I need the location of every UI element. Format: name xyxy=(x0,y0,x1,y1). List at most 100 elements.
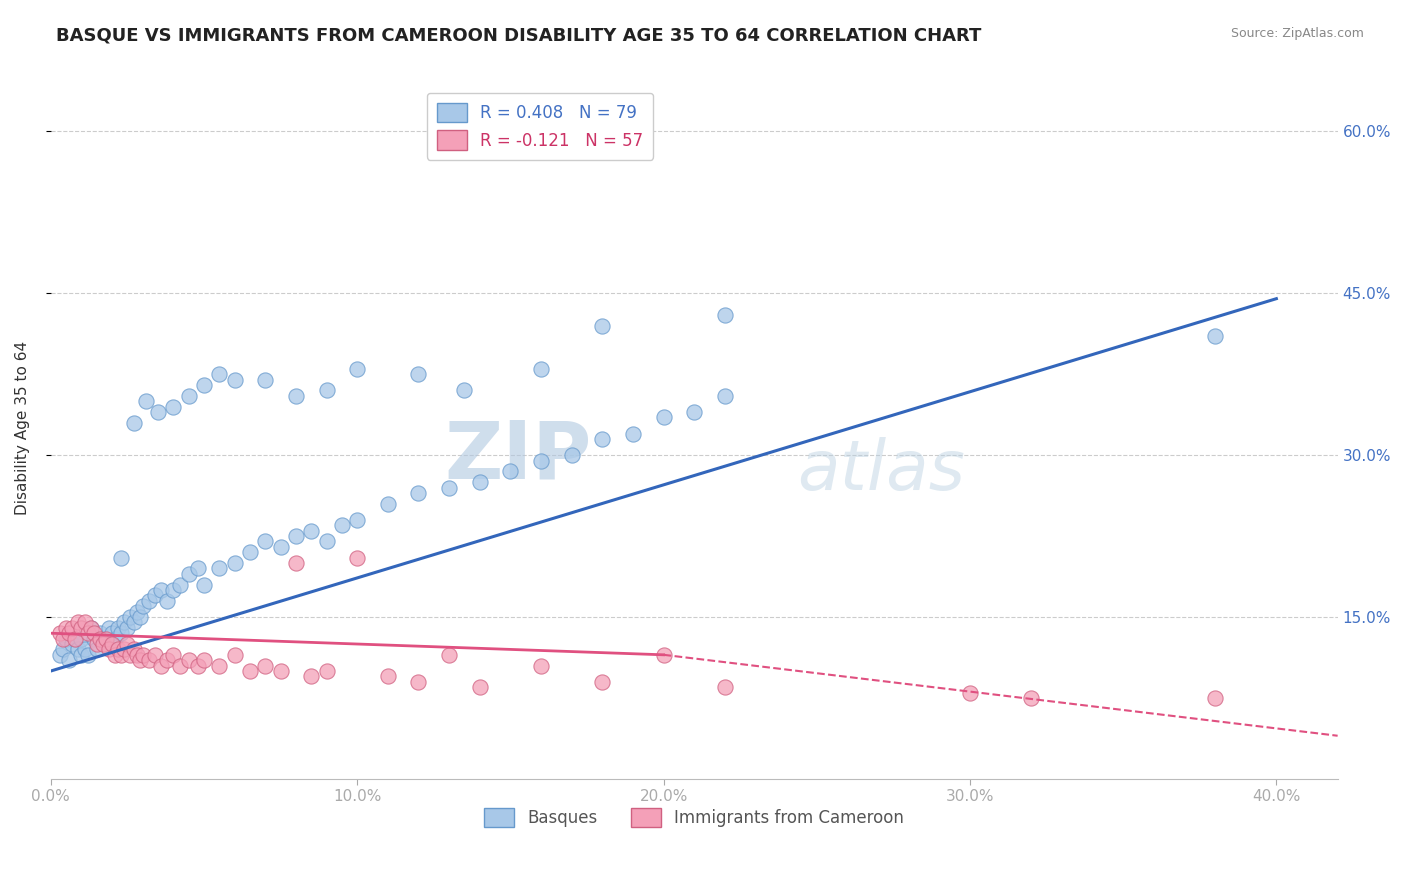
Point xyxy=(591,432,613,446)
Point xyxy=(187,561,209,575)
Point xyxy=(104,648,127,662)
Point xyxy=(55,632,77,646)
Point xyxy=(91,637,114,651)
Point xyxy=(499,464,522,478)
Point xyxy=(98,621,121,635)
Point xyxy=(224,648,246,662)
Point xyxy=(52,632,75,646)
Point xyxy=(330,518,353,533)
Point xyxy=(125,605,148,619)
Legend: Basques, Immigrants from Cameroon: Basques, Immigrants from Cameroon xyxy=(478,801,911,834)
Point xyxy=(408,368,430,382)
Point xyxy=(49,626,72,640)
Point xyxy=(239,664,262,678)
Point xyxy=(208,561,231,575)
Point xyxy=(169,658,191,673)
Point xyxy=(117,637,139,651)
Point xyxy=(143,589,166,603)
Point xyxy=(138,594,160,608)
Point xyxy=(156,653,179,667)
Point xyxy=(67,615,90,630)
Point xyxy=(193,577,215,591)
Point xyxy=(468,475,491,490)
Point xyxy=(453,384,475,398)
Point xyxy=(561,448,583,462)
Point xyxy=(346,513,368,527)
Point xyxy=(683,405,706,419)
Point xyxy=(125,648,148,662)
Point xyxy=(91,632,114,646)
Point xyxy=(58,653,80,667)
Point xyxy=(208,368,231,382)
Point xyxy=(104,632,127,646)
Point xyxy=(530,361,553,376)
Point xyxy=(714,308,737,322)
Point xyxy=(591,318,613,333)
Point xyxy=(135,394,157,409)
Point xyxy=(76,626,98,640)
Point xyxy=(377,669,399,683)
Point xyxy=(530,658,553,673)
Point xyxy=(315,534,337,549)
Point xyxy=(89,632,111,646)
Point xyxy=(162,400,184,414)
Point xyxy=(177,653,200,667)
Point xyxy=(408,486,430,500)
Point xyxy=(377,497,399,511)
Point xyxy=(224,373,246,387)
Point xyxy=(284,556,307,570)
Point xyxy=(177,389,200,403)
Point xyxy=(110,550,132,565)
Point xyxy=(110,648,132,662)
Point xyxy=(67,642,90,657)
Point xyxy=(437,648,460,662)
Point xyxy=(122,615,145,630)
Point xyxy=(1204,329,1226,343)
Point xyxy=(169,577,191,591)
Point xyxy=(270,664,292,678)
Point xyxy=(652,410,675,425)
Y-axis label: Disability Age 35 to 64: Disability Age 35 to 64 xyxy=(15,341,30,516)
Point xyxy=(52,642,75,657)
Point xyxy=(132,648,155,662)
Point xyxy=(65,632,87,646)
Point xyxy=(1204,690,1226,705)
Point xyxy=(408,674,430,689)
Point xyxy=(187,658,209,673)
Point xyxy=(83,626,105,640)
Point xyxy=(162,583,184,598)
Point xyxy=(89,626,111,640)
Point xyxy=(239,545,262,559)
Point xyxy=(76,648,98,662)
Point xyxy=(1019,690,1042,705)
Point xyxy=(60,637,83,651)
Point xyxy=(208,658,231,673)
Point xyxy=(437,481,460,495)
Point xyxy=(70,621,93,635)
Point xyxy=(55,621,77,635)
Point xyxy=(65,632,87,646)
Point xyxy=(177,566,200,581)
Point xyxy=(49,648,72,662)
Point xyxy=(254,534,277,549)
Point xyxy=(530,453,553,467)
Point xyxy=(346,550,368,565)
Point xyxy=(270,540,292,554)
Point xyxy=(224,556,246,570)
Point xyxy=(112,642,135,657)
Point xyxy=(132,599,155,614)
Point xyxy=(94,637,117,651)
Point xyxy=(284,389,307,403)
Point xyxy=(122,642,145,657)
Point xyxy=(959,685,981,699)
Point xyxy=(117,621,139,635)
Text: BASQUE VS IMMIGRANTS FROM CAMEROON DISABILITY AGE 35 TO 64 CORRELATION CHART: BASQUE VS IMMIGRANTS FROM CAMEROON DISAB… xyxy=(56,27,981,45)
Point xyxy=(128,653,150,667)
Point xyxy=(299,669,322,683)
Point xyxy=(98,642,121,657)
Point xyxy=(101,637,124,651)
Point xyxy=(193,378,215,392)
Point xyxy=(58,626,80,640)
Point xyxy=(315,384,337,398)
Point xyxy=(299,524,322,538)
